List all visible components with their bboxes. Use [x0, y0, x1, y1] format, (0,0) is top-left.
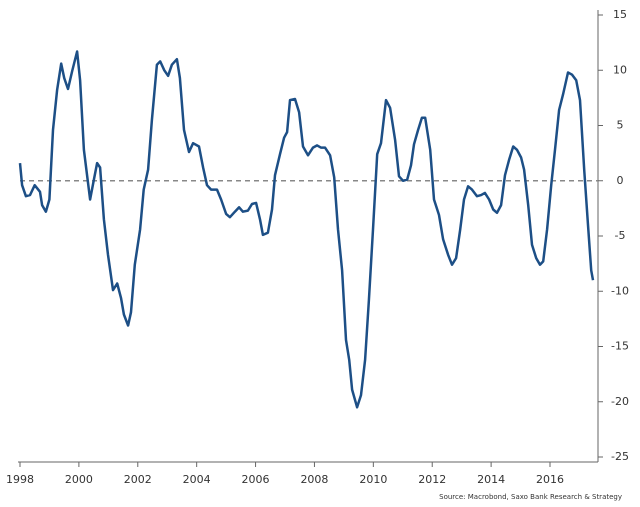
- y-tick-label: -20: [611, 395, 629, 408]
- x-tick-label: 2014: [477, 473, 505, 486]
- x-tick-label: 2012: [418, 473, 446, 486]
- x-tick-label: 2016: [536, 473, 564, 486]
- x-tick-label: 2000: [65, 473, 93, 486]
- x-tick-label: 2006: [242, 473, 270, 486]
- y-tick-label: 5: [617, 119, 624, 132]
- x-tick-label: 1998: [6, 473, 34, 486]
- source-note: Source: Macrobond, Saxo Bank Research & …: [439, 493, 622, 501]
- x-tick-label: 2002: [124, 473, 152, 486]
- y-tick-label: 15: [613, 8, 627, 21]
- data-line: [18, 50, 595, 409]
- y-tick-label: 0: [617, 174, 624, 187]
- y-tick-label: -25: [611, 450, 629, 463]
- x-tick-label: 2010: [359, 473, 387, 486]
- y-tick-label: -5: [615, 229, 626, 242]
- y-tick-label: -10: [611, 284, 629, 297]
- x-tick-label: 2004: [183, 473, 211, 486]
- x-tick-label: 2008: [300, 473, 328, 486]
- y-tick-label: 10: [613, 63, 627, 76]
- y-tick-label: -15: [611, 340, 629, 353]
